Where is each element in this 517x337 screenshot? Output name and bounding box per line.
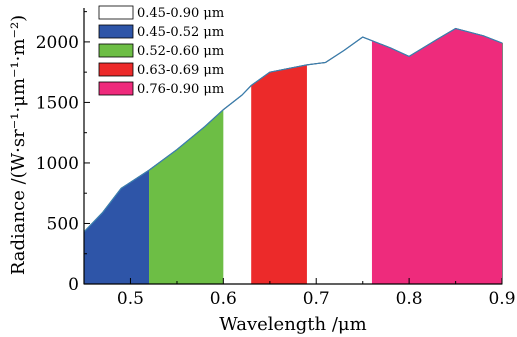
y-tick-label: 2000 (36, 33, 79, 53)
band-area-3 (251, 64, 307, 284)
y-tick-label: 500 (47, 214, 79, 234)
band-area-4 (371, 28, 502, 284)
legend-label: 0.52-0.60 μm (137, 44, 224, 59)
x-axis-title: Wavelength /μm (219, 314, 366, 335)
y-tick-label: 0 (68, 275, 79, 295)
x-tick-label: 0.6 (210, 289, 237, 309)
band-areas (83, 28, 503, 285)
legend-label: 0.45-0.52 μm (137, 25, 224, 40)
x-tick-label: 0.9 (488, 289, 515, 309)
band-area-2 (149, 109, 224, 285)
legend-label: 0.63-0.69 μm (137, 63, 224, 78)
legend-swatch (98, 24, 134, 39)
y-axis-title: Radiance /(W·sr⁻¹·μm⁻¹·m⁻²) (8, 15, 29, 275)
y-ticks: 0 500 1000 1500 2000 (36, 11, 90, 295)
x-tick-label: 0.5 (117, 289, 144, 309)
band-area-1 (84, 170, 150, 284)
legend-swatch (98, 81, 134, 96)
x-tick-label: 0.8 (396, 289, 423, 309)
x-ticks: 0.5 0.6 0.7 0.8 0.9 (117, 278, 516, 309)
y-tick-label: 1500 (36, 93, 79, 113)
legend-swatch (98, 62, 134, 77)
radiance-curve (83, 27, 503, 233)
legend-label: 0.45-0.90 μm (137, 6, 224, 21)
y-tick-label: 1000 (36, 154, 79, 174)
legend-swatch (98, 43, 134, 58)
x-tick-label: 0.7 (303, 289, 330, 309)
axes (83, 8, 502, 285)
legend-swatch (98, 5, 134, 20)
legend: 0.45-0.90 μm 0.45-0.52 μm 0.52-0.60 μm 0.63… (98, 5, 224, 97)
legend-label: 0.76-0.90 μm (137, 82, 224, 97)
